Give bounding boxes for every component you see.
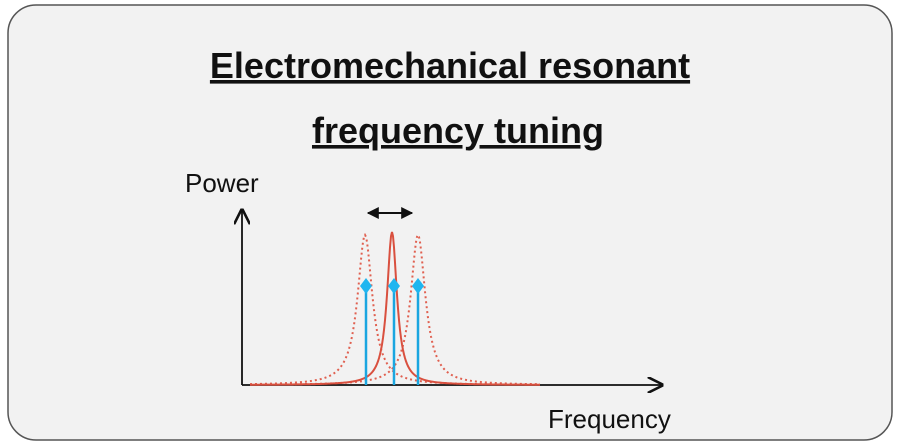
y-axis-label: Power	[185, 168, 259, 198]
drive-marker	[360, 278, 372, 294]
drive-marker	[412, 278, 424, 294]
title-line: frequency tuning	[312, 110, 604, 151]
panel	[7, 4, 893, 441]
resonance-curve	[249, 231, 540, 386]
drive-marker	[388, 278, 400, 294]
x-axis-label: Frequency	[548, 404, 671, 434]
title-line: Electromechanical resonant	[210, 45, 690, 86]
curves	[249, 231, 541, 386]
